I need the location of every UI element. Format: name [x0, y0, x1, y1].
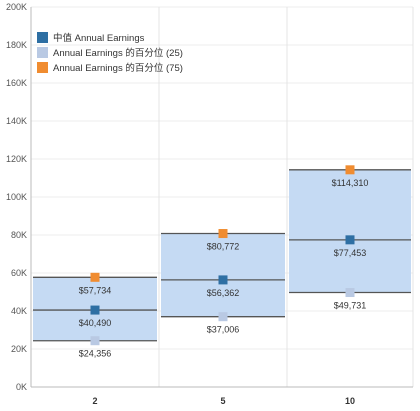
x-tick-label: 10 — [345, 396, 355, 406]
p75-data-label: $80,772 — [207, 242, 240, 252]
p25-data-label: $24,356 — [79, 349, 112, 359]
legend-swatch — [37, 47, 48, 58]
y-tick-label: 160K — [6, 78, 27, 88]
legend-swatch — [37, 32, 48, 43]
median-data-label: $56,362 — [207, 288, 240, 298]
boxes — [33, 169, 411, 342]
y-tick-label: 20K — [11, 344, 27, 354]
x-tick-label: 2 — [92, 396, 97, 406]
p25-data-label: $37,006 — [207, 325, 240, 335]
p75-data-label: $114,310 — [332, 178, 369, 188]
box-upper-half — [161, 233, 285, 280]
legend-swatch — [37, 62, 48, 73]
p25-marker — [90, 336, 100, 346]
y-tick-label: 200K — [6, 2, 27, 12]
y-tick-label: 120K — [6, 154, 27, 164]
p25-marker — [218, 312, 228, 322]
box-upper-half — [289, 169, 411, 240]
axes: 0K 20K 40K 60K 80K 100K 120K 140K 160K 180K 200K 2 5… — [6, 2, 413, 406]
y-tick-label: 100K — [6, 192, 27, 202]
p75-data-label: $57,734 — [79, 285, 112, 295]
data-labels: $57,734 $40,490 $24,356 $80,772 $56,362 $37,0… — [79, 178, 369, 359]
box-lower-half — [289, 239, 411, 293]
median-data-label: $77,453 — [334, 248, 367, 258]
median-marker — [90, 305, 100, 315]
y-tick-label: 180K — [6, 40, 27, 50]
y-tick-label: 80K — [11, 230, 27, 240]
box-lower-half — [33, 310, 157, 341]
p75-marker — [218, 229, 228, 239]
median-data-label: $40,490 — [79, 318, 112, 328]
legend: 中值 Annual Earnings Annual Earnings 的百分位 (… — [37, 32, 183, 74]
p75-marker — [345, 165, 355, 175]
y-tick-label: 140K — [6, 116, 27, 126]
median-marker — [218, 275, 228, 285]
legend-label: Annual Earnings 的百分位 (25) — [53, 47, 183, 59]
markers — [90, 165, 355, 346]
box-lower-half — [161, 279, 285, 317]
y-tick-label: 60K — [11, 268, 27, 278]
legend-label: 中值 Annual Earnings — [53, 32, 145, 44]
y-tick-label: 0K — [16, 382, 27, 392]
p25-data-label: $49,731 — [334, 301, 367, 311]
x-tick-label: 5 — [220, 396, 225, 406]
median-marker — [345, 235, 355, 245]
p25-marker — [345, 288, 355, 298]
y-tick-label: 40K — [11, 306, 27, 316]
legend-label: Annual Earnings 的百分位 (75) — [53, 62, 183, 74]
box-upper-half — [33, 277, 157, 311]
p75-marker — [90, 272, 100, 282]
